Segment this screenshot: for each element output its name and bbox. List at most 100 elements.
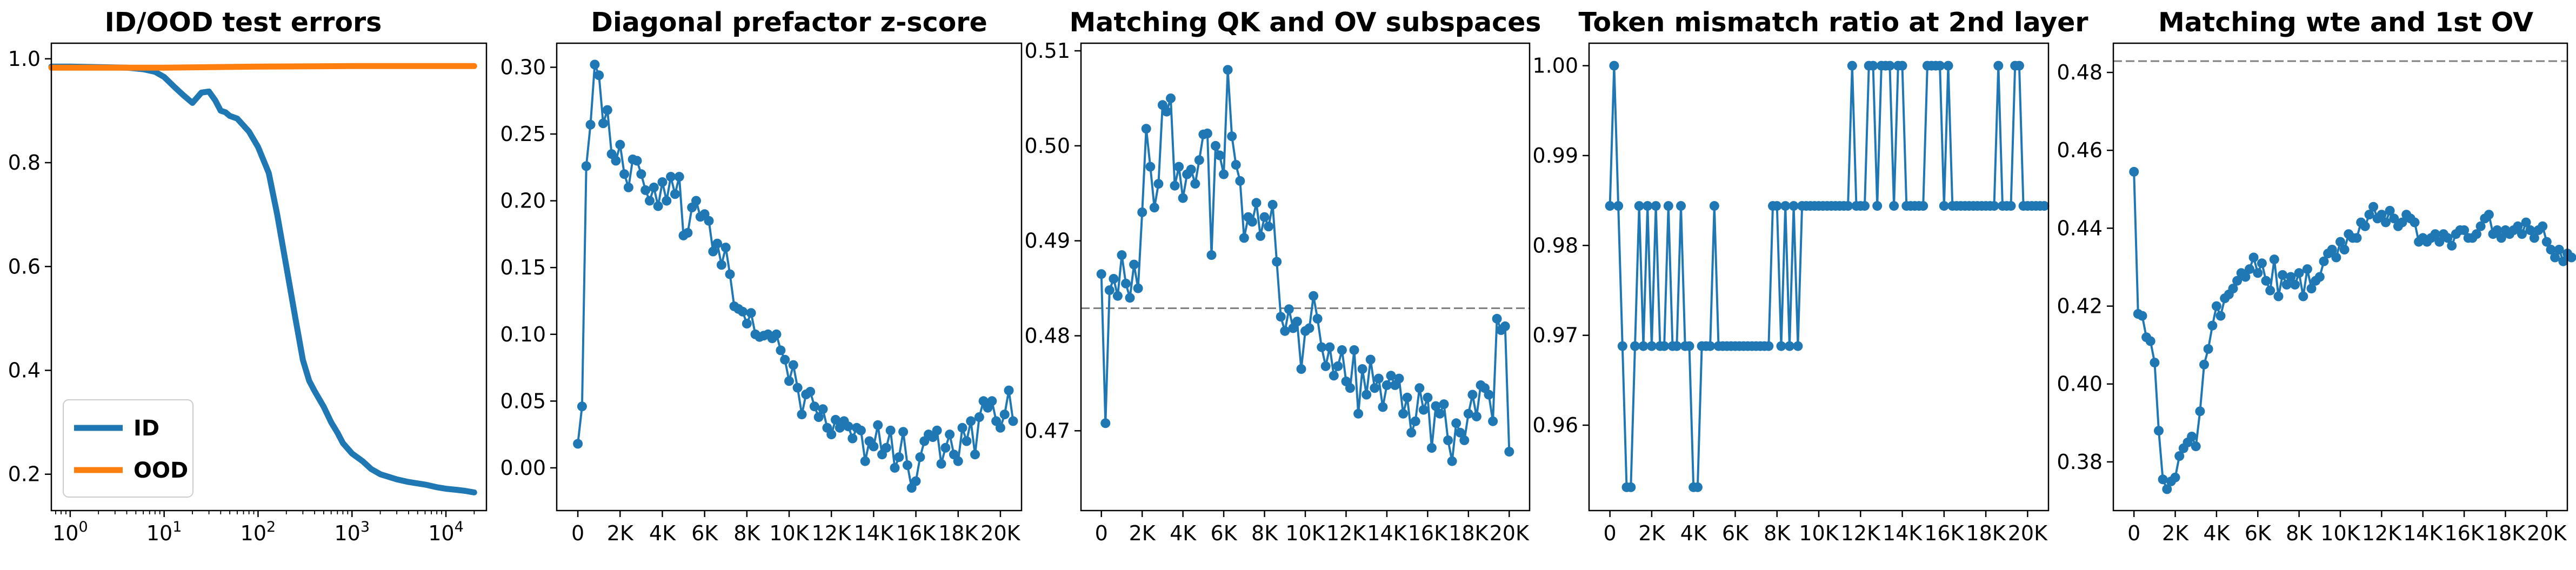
data-point bbox=[1418, 405, 1429, 415]
data-point bbox=[2006, 201, 2016, 211]
data-point bbox=[1296, 364, 1306, 374]
x-tick-label: 20K bbox=[2008, 521, 2048, 545]
data-point bbox=[636, 169, 646, 179]
data-point bbox=[2286, 272, 2296, 282]
data-point bbox=[843, 421, 853, 432]
data-point bbox=[1426, 443, 1437, 453]
data-point bbox=[2513, 221, 2523, 231]
y-tick-label: 0.8 bbox=[8, 151, 41, 175]
data-point bbox=[1918, 201, 1928, 211]
data-point bbox=[1676, 201, 1686, 211]
x-tick-label: 6K bbox=[1722, 521, 1749, 545]
data-point bbox=[720, 243, 731, 253]
data-point bbox=[1989, 201, 1999, 211]
panel-title: Matching QK and OV subspaces bbox=[1070, 7, 1541, 38]
data-point bbox=[746, 308, 756, 318]
x-tick-label: 101 bbox=[146, 519, 182, 545]
data-point bbox=[1162, 106, 1172, 117]
data-point bbox=[2039, 201, 2050, 211]
data-point bbox=[2290, 279, 2300, 290]
data-point bbox=[788, 360, 798, 370]
x-tick-label: 4K bbox=[1170, 521, 1197, 545]
x-tick-label: 4K bbox=[649, 521, 676, 545]
y-tick-label: 0.42 bbox=[2057, 294, 2103, 318]
data-point bbox=[1939, 201, 1949, 211]
plot-area-id-ood: 100 101 102 103 104 0.2 0.4 0.6 0.8 1.0 ID OOD bbox=[8, 42, 488, 545]
plot-area-matching-qk-ov: 0 2K 4K 6K 8K 10K 12K 14K 16K 18K 20K 0.47 0.48 0.49 0… bbox=[1024, 39, 1531, 545]
data-point bbox=[2368, 202, 2379, 212]
data-point bbox=[915, 452, 925, 462]
panel-title: Diagonal prefactor z-score bbox=[591, 7, 987, 38]
data-point bbox=[1145, 162, 1156, 172]
data-point bbox=[1492, 313, 1502, 324]
x-tick-label: 18K bbox=[2486, 521, 2526, 545]
data-point bbox=[1451, 418, 1461, 428]
data-point bbox=[1467, 390, 1478, 400]
data-point bbox=[860, 456, 870, 466]
y-tick-label: 0.2 bbox=[8, 462, 41, 486]
x-tick-label: 2K bbox=[1638, 521, 1665, 545]
data-point bbox=[2129, 166, 2139, 177]
data-point bbox=[1194, 155, 1204, 165]
data-point bbox=[2245, 264, 2254, 274]
data-point bbox=[1247, 217, 1257, 227]
data-point bbox=[995, 423, 1005, 433]
y-tick-label: 0.20 bbox=[500, 189, 546, 213]
data-point bbox=[966, 416, 976, 426]
x-tick-label: 10K bbox=[2320, 521, 2360, 545]
data-point bbox=[1626, 482, 1636, 492]
data-point bbox=[1170, 180, 1180, 191]
x-tick-label: 16K bbox=[896, 521, 936, 545]
data-point bbox=[1764, 341, 1774, 351]
data-point bbox=[619, 169, 630, 179]
data-point bbox=[2360, 221, 2370, 231]
data-point bbox=[1370, 383, 1380, 393]
y-tick-label: 0.30 bbox=[500, 55, 546, 79]
data-point bbox=[662, 196, 672, 206]
y-tick-label: 0.99 bbox=[1532, 144, 1578, 167]
data-point bbox=[2257, 258, 2267, 269]
data-point bbox=[885, 425, 896, 435]
y-tick-label: 0.97 bbox=[1532, 324, 1578, 347]
data-point bbox=[1402, 392, 1412, 403]
data-point bbox=[2410, 217, 2420, 227]
data-point bbox=[2187, 432, 2197, 441]
axes-frame bbox=[50, 42, 488, 512]
data-point bbox=[2145, 336, 2155, 346]
data-point bbox=[1705, 341, 1716, 351]
data-point bbox=[2137, 311, 2147, 321]
data-point bbox=[1357, 364, 1367, 374]
data-point bbox=[1125, 293, 1135, 303]
data-point bbox=[1129, 259, 1139, 270]
data-point bbox=[1382, 380, 1392, 390]
data-point bbox=[2240, 272, 2251, 282]
data-point bbox=[1659, 341, 1670, 351]
data-point bbox=[2298, 291, 2308, 301]
data-point bbox=[826, 430, 837, 440]
y-tick-label: 0.49 bbox=[1024, 229, 1070, 253]
y-tick-label: 0.38 bbox=[2057, 450, 2103, 474]
data-point bbox=[1317, 342, 1327, 352]
data-point bbox=[1605, 201, 1615, 211]
data-point bbox=[1329, 371, 1339, 381]
x-tick-label: 18K bbox=[1449, 521, 1489, 545]
data-point bbox=[2211, 301, 2221, 311]
data-point bbox=[725, 269, 735, 279]
data-point bbox=[945, 430, 955, 440]
data-point bbox=[598, 118, 608, 129]
y-tick-label: 0.6 bbox=[8, 254, 41, 278]
data-point bbox=[2352, 233, 2362, 243]
data-point bbox=[818, 404, 828, 414]
data-point bbox=[1447, 456, 1457, 466]
data-point bbox=[2150, 358, 2160, 368]
data-point bbox=[898, 427, 909, 437]
data-point bbox=[1362, 390, 1372, 400]
plot-area-matching-wte-ov: 0 2K 4K 6K 8K 10K 12K 14K 16K 18K 20K 0.38 0.40 0.42 0… bbox=[2057, 42, 2576, 545]
data-point bbox=[873, 420, 883, 430]
data-point bbox=[674, 172, 684, 182]
x-tick-label: 4K bbox=[2203, 521, 2230, 545]
data-point bbox=[1394, 373, 1404, 384]
y-tick-label: 0.10 bbox=[500, 323, 546, 346]
